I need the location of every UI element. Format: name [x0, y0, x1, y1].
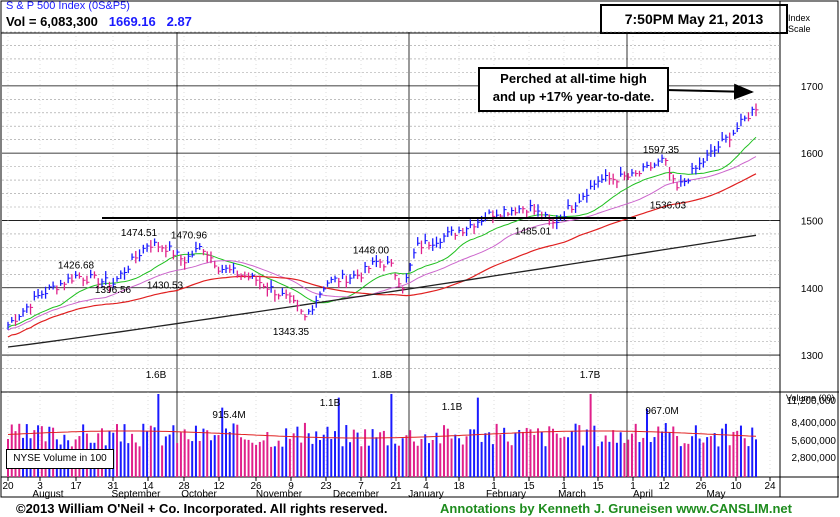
x-tick-label: 17 [70, 481, 82, 492]
volume-bar-label: 967.0M [645, 406, 678, 417]
volume-bar-label: 1.6B [146, 370, 167, 381]
x-tick-label: 26 [695, 481, 707, 492]
price-label: 1343.35 [273, 327, 310, 338]
price-label: 1430.53 [147, 280, 184, 291]
copyright: ©2013 William O'Neil + Co. Incorporated.… [16, 501, 388, 516]
price-label: 1597.35 [643, 145, 680, 156]
x-tick-label: 1 [630, 481, 636, 492]
index-name: S & P 500 Index (0S&P5) [6, 0, 130, 12]
x-tick-label: 1 [491, 481, 497, 492]
y-tick-label: 1600 [801, 149, 824, 160]
volume-bar-label: 915.4M [212, 410, 245, 421]
ma-10-line [7, 136, 757, 329]
x-tick-label: 10 [730, 481, 742, 492]
y-tick-label: 1400 [801, 284, 824, 295]
volume-bar-label: 1.7B [580, 370, 601, 381]
x-tick-label: 28 [178, 481, 190, 492]
annotation-box: Perched at all-time high and up +17% yea… [478, 67, 669, 112]
month-label: December [333, 489, 380, 500]
price-label: 1474.51 [121, 228, 158, 239]
y-tick-label: 1300 [801, 351, 824, 362]
volume-bar-label: 1.1B [442, 402, 463, 413]
volume-legend: NYSE Volume in 100 [6, 449, 114, 469]
volume-bars [7, 394, 757, 477]
grid [0, 0, 839, 498]
scale-label-line1: Index [788, 13, 811, 23]
month-label: November [256, 489, 303, 500]
x-tick-label: 14 [142, 481, 154, 492]
month-label: May [707, 489, 726, 500]
ma-21-line [7, 156, 757, 331]
scale-label-line2: Scale [788, 24, 811, 34]
volume-bar-label: 1.1B [320, 398, 341, 409]
price-label: 1448.00 [353, 245, 390, 256]
volume-tick-label: 11,200,000 [787, 396, 837, 407]
month-label: August [32, 489, 63, 500]
month-label: September [112, 489, 162, 500]
month-label: January [408, 489, 444, 500]
volume-average-line [7, 430, 757, 439]
annotation-credit: Annotations by Kenneth J. Gruneisen www.… [440, 501, 792, 516]
x-tick-label: 21 [390, 481, 402, 492]
vol-label: Vol = 6,083,300 [6, 14, 98, 29]
timestamp: 7:50PM May 21, 2013 [600, 4, 788, 34]
month-label: March [558, 489, 586, 500]
price-label: 1485.01 [515, 227, 552, 238]
volume-axis-title: Volume (00) [786, 393, 835, 403]
y-tick-label: 1500 [801, 216, 824, 227]
price-change: 2.87 [166, 14, 192, 29]
x-tick-label: 15 [523, 481, 535, 492]
x-tick-label: 4 [423, 481, 429, 492]
x-tick-label: 3 [37, 481, 43, 492]
last-price: 1669.16 [108, 14, 156, 29]
x-tick-label: 26 [250, 481, 262, 492]
month-label: April [633, 489, 653, 500]
volume-readout: Vol = 6,083,300 1669.16 2.87 [6, 14, 192, 29]
volume-tick-label: 5,600,000 [792, 436, 837, 447]
price-label: 1470.96 [171, 231, 208, 242]
annotation-arrow [665, 83, 754, 100]
annotation-line1: Perched at all-time high [500, 71, 647, 86]
month-label: February [486, 489, 526, 500]
month-label: October [181, 489, 217, 500]
price-label: 1426.68 [58, 260, 95, 271]
y-tick-label: 1700 [801, 82, 824, 93]
x-tick-label: 23 [320, 481, 332, 492]
x-tick-label: 15 [592, 481, 604, 492]
outer-frame [0, 0, 839, 498]
volume-bar-label: 1.8B [372, 370, 393, 381]
x-tick-label: 7 [358, 481, 364, 492]
x-tick-label: 12 [213, 481, 225, 492]
x-tick-label: 31 [107, 481, 119, 492]
x-tick-label: 12 [658, 481, 670, 492]
x-tick-label: 1 [561, 481, 567, 492]
scale-label: Index Scale [788, 13, 811, 35]
price-label: 1536.03 [650, 200, 687, 211]
ma-200-line [7, 234, 757, 348]
x-tick-label: 24 [764, 481, 776, 492]
annotation-line2: and up +17% year-to-date. [492, 89, 655, 104]
x-tick-label: 18 [453, 481, 465, 492]
x-tick-label: 20 [2, 481, 14, 492]
price-label: 1396.56 [95, 285, 132, 296]
x-tick-label: 9 [288, 481, 294, 492]
volume-tick-label: 2,800,000 [792, 453, 837, 464]
volume-tick-label: 8,400,000 [792, 418, 837, 429]
